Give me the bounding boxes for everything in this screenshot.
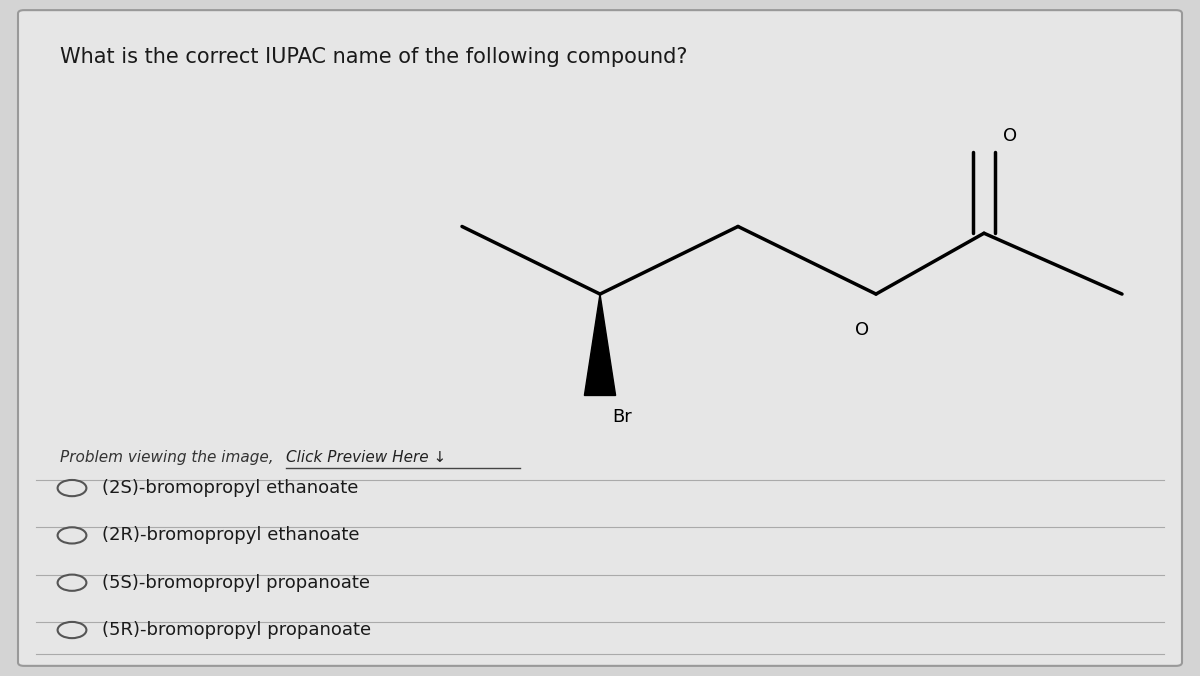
Text: Br: Br <box>612 408 631 426</box>
Circle shape <box>58 527 86 544</box>
Circle shape <box>58 575 86 591</box>
Text: Problem viewing the image,: Problem viewing the image, <box>60 450 278 464</box>
Text: (2S)-bromopropyl ethanoate: (2S)-bromopropyl ethanoate <box>102 479 359 497</box>
Circle shape <box>58 622 86 638</box>
FancyBboxPatch shape <box>18 10 1182 666</box>
Circle shape <box>58 480 86 496</box>
Polygon shape <box>584 294 616 395</box>
Text: (2R)-bromopropyl ethanoate: (2R)-bromopropyl ethanoate <box>102 527 360 544</box>
Text: Click Preview Here ↓: Click Preview Here ↓ <box>286 450 446 464</box>
Text: What is the correct IUPAC name of the following compound?: What is the correct IUPAC name of the fo… <box>60 47 688 68</box>
Text: O: O <box>854 321 869 339</box>
Text: O: O <box>1003 127 1018 145</box>
Text: (5S)-bromopropyl propanoate: (5S)-bromopropyl propanoate <box>102 574 370 592</box>
Text: (5R)-bromopropyl propanoate: (5R)-bromopropyl propanoate <box>102 621 371 639</box>
